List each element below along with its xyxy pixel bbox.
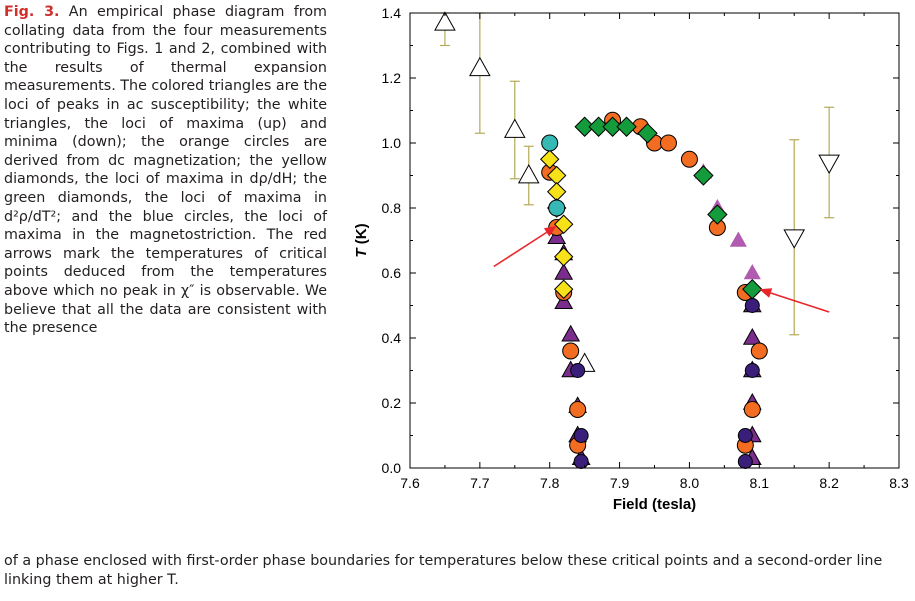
circle-navy-marker: [737, 428, 753, 443]
x-tick-label: 7.6: [400, 475, 420, 491]
critical-point-arrows: [493, 225, 830, 313]
triangle-purple-marker: [554, 262, 574, 280]
triangle-up-white-marker: [469, 56, 491, 77]
circle-cyan-marker: [548, 199, 566, 217]
diamond-yellow-marker: [553, 214, 574, 234]
error-bars: [439, 12, 835, 336]
x-tick-label: 8.1: [750, 475, 770, 491]
triangle-magenta-marker: [743, 264, 761, 280]
circle-navy-marker: [573, 454, 589, 469]
caption-text-bottom: of a phase enclosed with first-order pha…: [4, 553, 883, 588]
y-tick-label: 0.4: [382, 330, 402, 346]
x-tick-label: 8.2: [819, 475, 839, 491]
diamond-green-marker: [637, 123, 658, 144]
circle-navy-marker: [737, 454, 753, 469]
x-axis-title: Field (tesla): [613, 496, 696, 513]
axes: 7.6 7.7 7.8 7.9 8.0 8.1 8.2 8.3 0.0 0.2 0.4 0.6 0.8 1…: [382, 5, 909, 491]
circle-orange-marker: [659, 134, 677, 152]
diamond-yellow-marker: [546, 182, 567, 202]
phase-diagram-chart: 7.6 7.7 7.8 7.9 8.0 8.1 8.2 8.3 0.0 0.2 0.4 0.6 0.8 1…: [353, 5, 909, 513]
red-arrow-shaft: [493, 231, 548, 268]
triangle-up-white-marker: [517, 163, 540, 184]
diamond-green-marker: [574, 116, 595, 137]
circle-navy-marker: [573, 428, 589, 443]
y-axis-title: T (K): [353, 223, 370, 257]
x-tick-label: 8.3: [889, 475, 909, 491]
caption-left: Fig. 3. An empirical phase diagram from …: [4, 3, 327, 338]
triangle-up-white-marker: [503, 118, 526, 138]
red-arrow-head: [759, 288, 773, 298]
x-tick-label: 7.8: [540, 475, 560, 491]
triangle-up-white-marker: [434, 11, 456, 31]
data-points: [434, 11, 840, 469]
y-tick-label: 0.0: [382, 460, 402, 476]
y-tick-label: 1.2: [382, 70, 402, 86]
diamond-yellow-marker: [553, 247, 574, 267]
circle-navy-marker: [744, 363, 760, 378]
diamond-green-marker: [693, 165, 714, 186]
y-tick-label: 0.8: [382, 200, 402, 216]
triangle-down-white-marker: [818, 154, 840, 175]
diamond-green-marker: [616, 116, 637, 137]
caption-text-left: An empirical phase diagram from collatin…: [4, 4, 327, 337]
triangle-purple-marker: [742, 327, 762, 345]
circle-navy-marker: [744, 298, 760, 313]
circle-orange-marker: [750, 342, 768, 360]
circle-orange-marker: [569, 401, 587, 418]
figure-label: Fig. 3.: [4, 4, 60, 20]
x-tick-label: 8.0: [680, 475, 700, 491]
y-tick-label: 1.4: [382, 5, 402, 21]
y-tick-label: 1.0: [382, 135, 402, 151]
x-tick-label: 7.9: [610, 475, 630, 491]
y-tick-label: 0.2: [382, 395, 402, 411]
plot-frame: [409, 12, 900, 469]
circle-orange-marker: [743, 401, 761, 418]
triangle-down-white-marker: [783, 229, 806, 249]
triangle-magenta-marker: [729, 231, 747, 247]
diamond-green-marker: [588, 116, 609, 137]
diamond-yellow-marker: [540, 149, 560, 169]
red-arrow-head: [543, 225, 557, 237]
circle-orange-marker: [562, 342, 580, 360]
y-tick-label: 0.6: [382, 265, 402, 281]
red-arrow-shaft: [770, 292, 830, 313]
circle-navy-marker: [570, 363, 586, 378]
triangle-purple-marker: [561, 324, 581, 342]
diamond-yellow-marker: [553, 279, 574, 299]
circle-cyan-marker: [541, 134, 559, 152]
circle-orange-marker: [680, 150, 698, 168]
diamond-green-marker: [602, 116, 623, 137]
diamond-green-marker: [707, 204, 728, 225]
x-tick-label: 7.7: [470, 475, 490, 491]
